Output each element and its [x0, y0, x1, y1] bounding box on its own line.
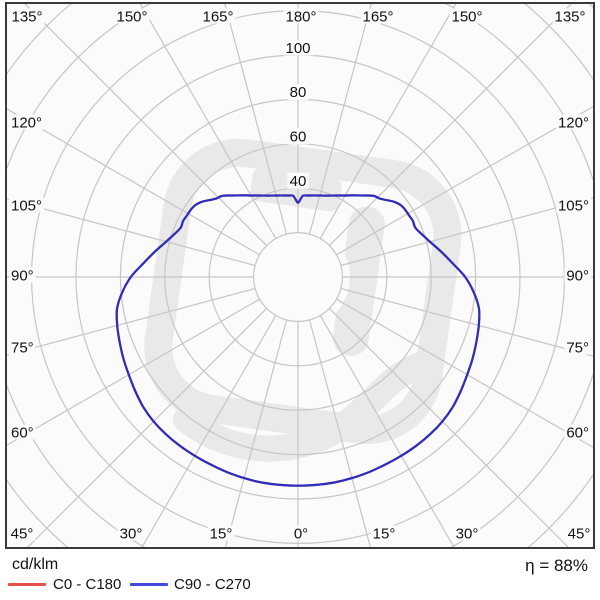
angle-label-mask — [556, 114, 591, 130]
angle-label-mask — [8, 525, 36, 541]
angle-label-mask — [453, 525, 481, 541]
grid-spoke — [308, 2, 373, 235]
angle-label-mask — [9, 424, 36, 440]
ring-value-label: 40 — [290, 173, 307, 190]
grid-spoke — [336, 298, 595, 450]
grid-spoke — [224, 319, 288, 549]
legend-label-c90-c270: C90 - C270 — [174, 576, 251, 593]
angle-label-mask — [9, 267, 36, 283]
angle-label-mask — [9, 339, 36, 355]
angle-tick-label-left: 90° — [11, 267, 34, 284]
angle-label-mask — [291, 525, 311, 541]
grid-spoke — [340, 287, 595, 358]
ring-label-mask — [287, 172, 309, 189]
ring-label-mask — [287, 83, 309, 100]
angle-label-mask — [9, 8, 45, 24]
angle-label-mask — [552, 8, 588, 24]
angle-tick-label-top: 135° — [554, 8, 585, 25]
angle-label-mask — [564, 424, 591, 440]
angle-tick-label-bottom: 15° — [210, 525, 233, 542]
angle-label-mask — [449, 8, 485, 24]
grid-spoke — [308, 319, 372, 549]
polar-grid — [5, 2, 595, 549]
legend-line-c0-c180-swatch — [8, 583, 46, 586]
angle-tick-label-right: 105° — [558, 197, 589, 214]
angle-label-mask — [556, 197, 591, 213]
angle-label-mask — [370, 525, 398, 541]
grid-spoke — [319, 2, 458, 239]
angle-label-mask — [564, 339, 591, 355]
angle-tick-label-top: 165° — [362, 8, 393, 25]
legend-line-c90-c270-swatch — [130, 583, 168, 586]
angle-label-mask — [200, 8, 236, 24]
angle-tick-label-bottom: 30° — [120, 525, 143, 542]
angle-tick-label-top: 165° — [202, 8, 233, 25]
legend-item-c0-c180: C0 - C180 — [8, 575, 128, 593]
angle-tick-label-top: 150° — [451, 8, 482, 25]
angle-tick-label-left: 75° — [11, 339, 34, 356]
chart-border — [5, 2, 595, 549]
angle-label-mask — [283, 8, 319, 24]
grid-spoke — [340, 196, 595, 267]
units-label: cd/klm — [12, 556, 59, 573]
grid-spoke — [5, 287, 256, 357]
chart-center-blank — [246, 225, 350, 329]
ring-value-label: 80 — [290, 84, 307, 101]
legend-label-c0-c180: C0 - C180 — [53, 576, 122, 593]
watermark-logo — [144, 138, 462, 462]
angle-tick-label-bottom: 45° — [568, 525, 591, 542]
grid-spoke — [138, 2, 277, 239]
polar-chart-canvas: 40 60 80 100 135° 150° 165° 180° 165° 150° 135° 45°… — [5, 2, 595, 549]
angle-label-mask — [564, 267, 591, 283]
angle-label-mask — [360, 8, 396, 24]
angle-label-mask — [9, 114, 44, 130]
angle-tick-label-right: 90° — [566, 267, 589, 284]
angle-tick-label-left: 105° — [11, 197, 42, 214]
angle-tick-label-left: 60° — [11, 424, 34, 441]
ring-label-mask — [287, 128, 309, 145]
angle-label-mask — [207, 525, 235, 541]
angle-tick-label-bottom: 15° — [373, 525, 396, 542]
efficiency-value: η = 88% — [525, 556, 588, 575]
grid-spoke — [140, 315, 277, 549]
angle-label-mask — [565, 525, 593, 541]
angle-tick-label-right: 60° — [566, 424, 589, 441]
angle-tick-label-right: 120° — [558, 114, 589, 131]
ring-label-mask — [283, 39, 313, 56]
angle-tick-label-bottom: 45° — [11, 525, 34, 542]
angle-tick-label-top: 135° — [11, 8, 42, 25]
angle-tick-label-right: 75° — [566, 339, 589, 356]
legend-item-c90-c270: C90 - C270 — [130, 575, 260, 593]
grid-spoke — [5, 197, 256, 267]
angle-tick-label-top: 150° — [116, 8, 147, 25]
angle-label-mask — [9, 197, 44, 213]
grid-spoke — [5, 107, 260, 256]
angle-tick-label-left: 120° — [11, 114, 42, 131]
grid-spoke — [319, 315, 456, 549]
ring-value-label: 100 — [285, 40, 310, 57]
angle-tick-label-bottom: 0° — [294, 525, 308, 542]
grid-spoke — [5, 298, 260, 447]
angle-tick-label-top: 180° — [285, 8, 316, 25]
angle-label-mask — [117, 525, 145, 541]
grid-spoke — [223, 2, 288, 235]
angle-tick-label-bottom: 30° — [456, 525, 479, 542]
grid-spoke — [336, 104, 595, 256]
angle-label-mask — [114, 8, 150, 24]
ring-value-label: 60 — [290, 129, 307, 146]
intensity-curve-c90-c270 — [115, 194, 481, 487]
